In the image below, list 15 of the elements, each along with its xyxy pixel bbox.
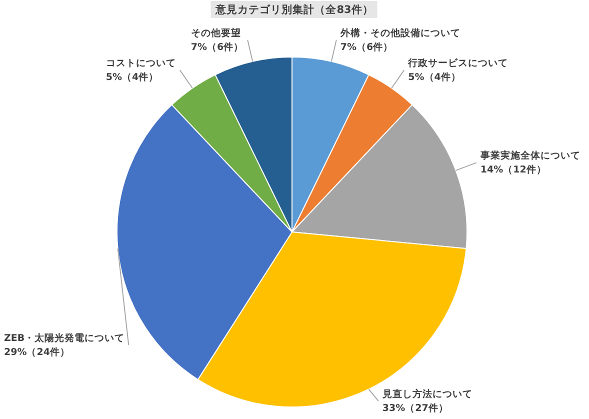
slice-label: 事業実施全体について xyxy=(479,150,580,162)
slice-label: コストについて xyxy=(106,58,176,70)
data-label: 7%（6件） xyxy=(340,41,394,54)
slice-label: その他要望 xyxy=(190,27,241,40)
data-label: 29%（24件） xyxy=(4,346,70,358)
data-label: 5%（4件） xyxy=(106,71,159,84)
data-label: 33%（27件） xyxy=(382,402,448,414)
slice-label: 外構・その他設備について xyxy=(339,27,460,40)
slice-label: 見直し方法について xyxy=(381,388,472,400)
data-label: 7%（6件） xyxy=(190,41,244,54)
chart-title: 意見カテゴリ別集計（全83件） xyxy=(214,3,374,16)
slice-label: 行政サービスについて xyxy=(407,57,508,70)
slice-label: ZEB・太陽光発電について xyxy=(4,332,125,344)
data-label: 5%（4件） xyxy=(408,71,461,84)
data-label: 14%（12件） xyxy=(480,164,546,176)
